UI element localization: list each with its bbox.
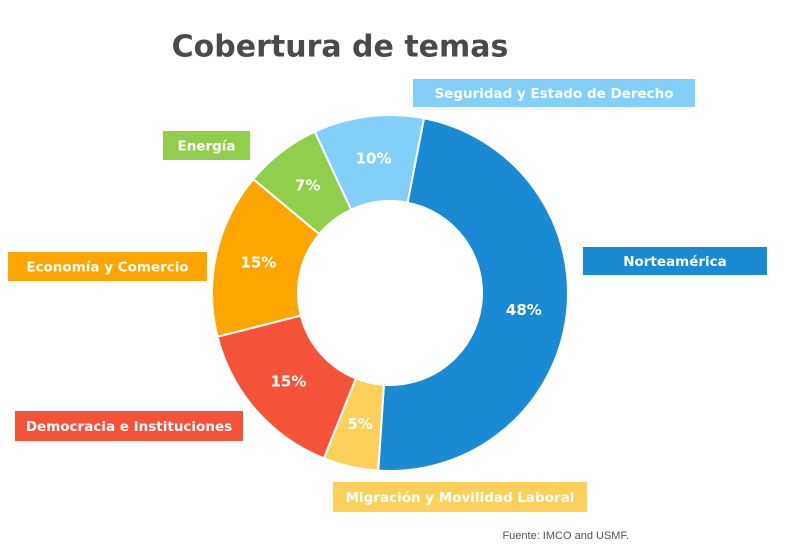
value-label: 15% (270, 372, 306, 390)
category-box (163, 131, 250, 160)
category-box (333, 482, 587, 512)
category-box (8, 252, 207, 281)
category-box (15, 411, 243, 441)
chart-title: Cobertura de temas (172, 30, 509, 65)
category-label: Democracia e Instituciones (26, 419, 232, 435)
source: Fuente: IMCO and USMF. (502, 530, 629, 542)
category-label: Energía (177, 139, 235, 155)
category-label: Economía y Comercio (26, 260, 188, 276)
category-label: Migración y Movilidad Laboral (346, 490, 575, 506)
value-label: 7% (295, 177, 320, 195)
donut-segment (211, 177, 321, 338)
value-label: 15% (240, 254, 276, 272)
category-box (583, 247, 767, 275)
category-label: Norteamérica (623, 254, 727, 270)
donut-segment (377, 117, 569, 472)
value-label: 10% (356, 150, 392, 168)
donut-segment (216, 314, 358, 460)
value-label: 5% (347, 415, 372, 433)
category-label: Seguridad y Estado de Derecho (434, 86, 673, 102)
category-box (413, 79, 695, 107)
donut-segment (313, 114, 426, 211)
value-label: 48% (506, 301, 542, 319)
